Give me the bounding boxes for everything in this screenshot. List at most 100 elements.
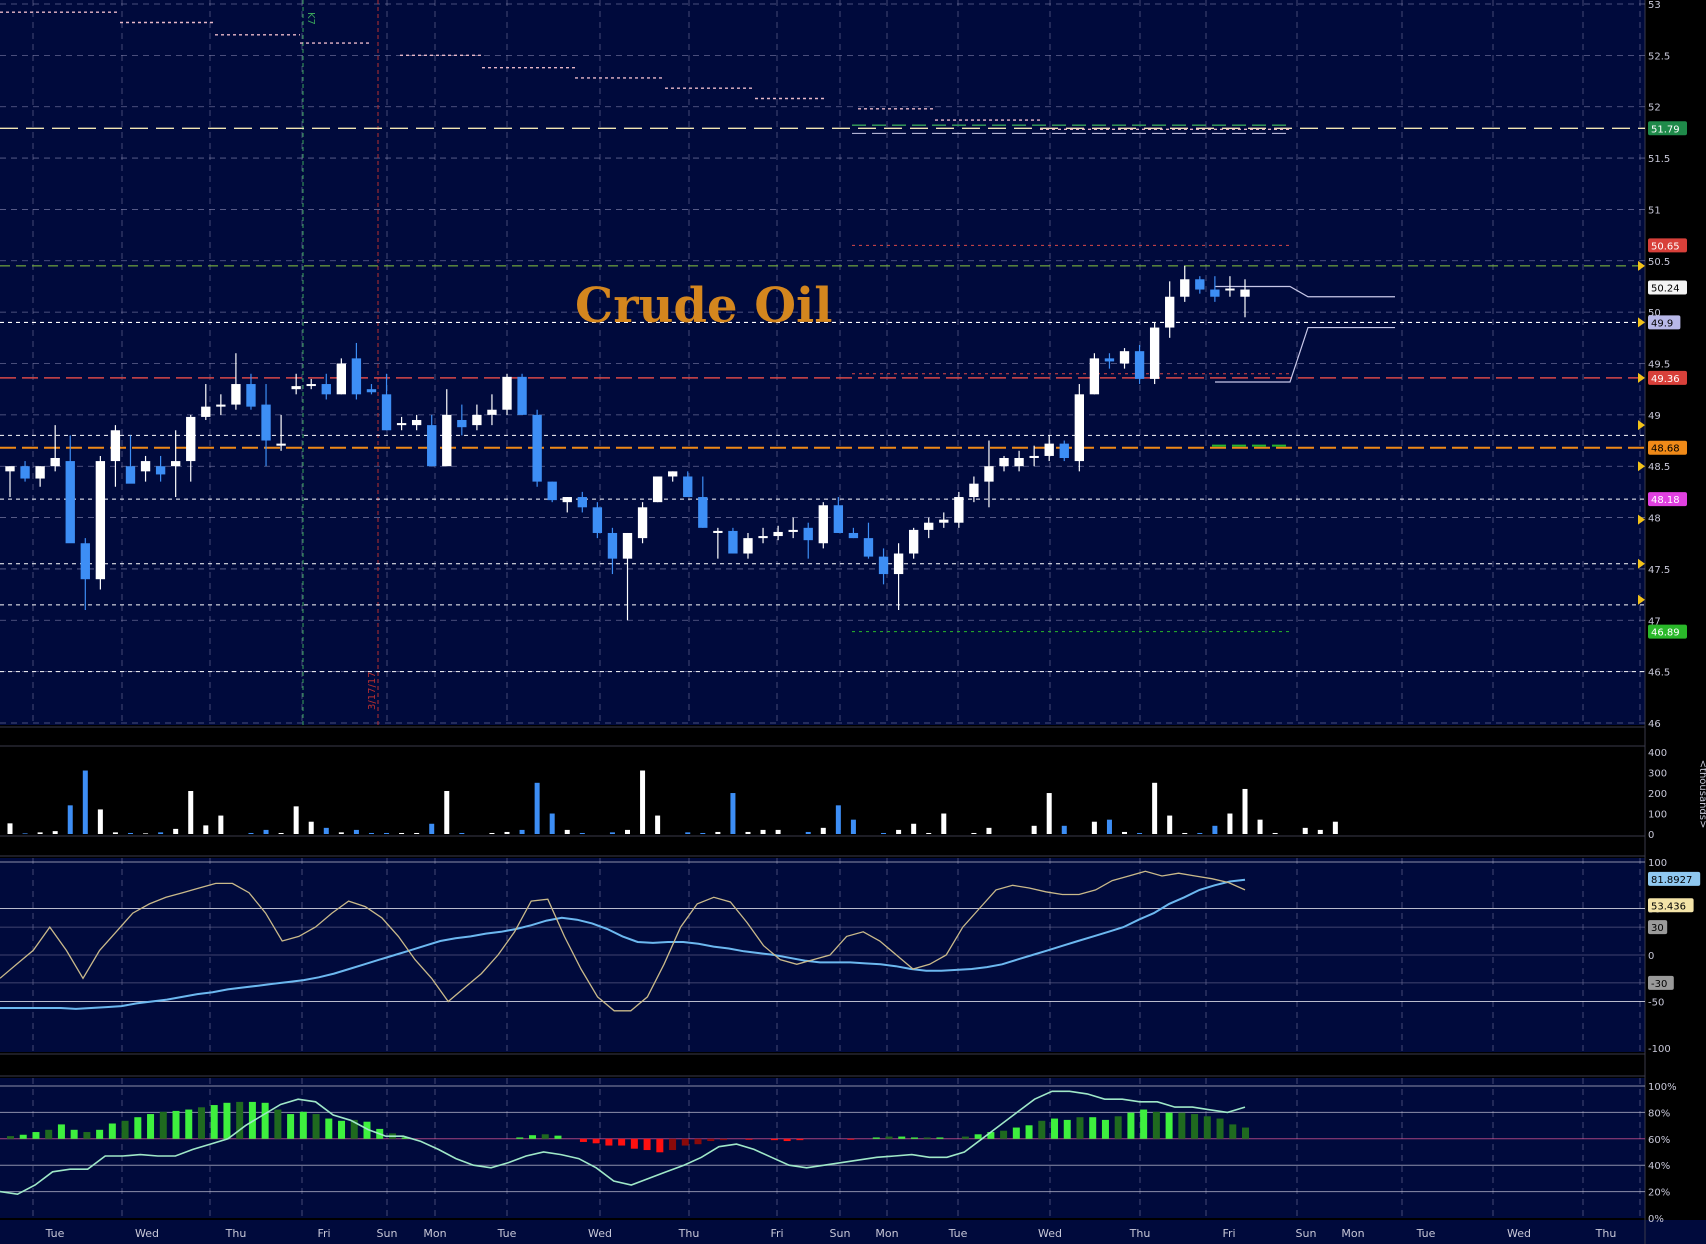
candle-body bbox=[1044, 443, 1054, 456]
stoch-tick-label: 0 bbox=[1648, 951, 1654, 962]
candle-body bbox=[924, 522, 934, 530]
value-badge bbox=[1648, 238, 1687, 253]
candle-body bbox=[140, 461, 151, 472]
candle-body bbox=[20, 466, 30, 479]
pct-hist-bar bbox=[274, 1109, 282, 1139]
candle-body bbox=[396, 423, 407, 426]
candle-body bbox=[186, 416, 196, 462]
candle-body bbox=[110, 430, 121, 462]
day-label: Mon bbox=[423, 1227, 446, 1240]
volume-bar bbox=[1061, 825, 1067, 834]
volume-tick-label: 0 bbox=[1648, 830, 1654, 841]
volume-bar bbox=[1242, 788, 1248, 834]
value-badge bbox=[1648, 624, 1687, 639]
volume-bar bbox=[504, 831, 510, 834]
value-badge bbox=[1648, 871, 1701, 886]
volume-bar bbox=[1212, 825, 1218, 834]
candle-body bbox=[622, 532, 633, 559]
day-label: Wed bbox=[1038, 1227, 1062, 1240]
volume-bar bbox=[127, 832, 133, 834]
pct-hist-bar bbox=[961, 1136, 969, 1139]
candle-body bbox=[5, 466, 15, 472]
volume-bar bbox=[489, 832, 495, 834]
volume-unit-label: <thousands> bbox=[1697, 760, 1706, 829]
candle-body bbox=[532, 414, 542, 482]
volume-bar bbox=[685, 832, 691, 834]
volume-bar bbox=[1197, 832, 1203, 834]
volume-bar bbox=[640, 770, 646, 834]
candle-body bbox=[291, 386, 301, 390]
pct-hist-bar bbox=[1140, 1109, 1148, 1139]
volume-bar bbox=[655, 815, 661, 834]
pct-hist-bar bbox=[45, 1129, 53, 1139]
pct-hist-bar bbox=[350, 1119, 358, 1139]
volume-bar bbox=[143, 833, 149, 834]
candle-body bbox=[472, 414, 482, 426]
pct-hist-bar bbox=[1178, 1112, 1186, 1139]
volume-bar bbox=[67, 805, 73, 834]
candle-body bbox=[668, 471, 678, 477]
candle-body bbox=[351, 358, 362, 395]
pct-hist-bar bbox=[541, 1134, 549, 1139]
price-tick-label: 49.5 bbox=[1648, 360, 1670, 371]
volume-bar bbox=[399, 832, 405, 834]
stoch-tick-label: 100 bbox=[1648, 858, 1667, 869]
candle-body bbox=[246, 384, 256, 407]
volume-bars bbox=[7, 770, 1338, 834]
volume-bar bbox=[805, 831, 811, 834]
day-label: Fri bbox=[770, 1227, 783, 1240]
volume-bar bbox=[730, 793, 736, 834]
support-resistance-levels bbox=[0, 11, 1645, 673]
pct-hist-bar bbox=[223, 1102, 231, 1139]
level-arrow-marker bbox=[1638, 260, 1645, 271]
price-tick-label: 50 bbox=[1648, 308, 1661, 319]
candle-body bbox=[1165, 296, 1175, 328]
candle-body bbox=[125, 466, 136, 484]
value-badge bbox=[1648, 315, 1681, 330]
day-label: Wed bbox=[588, 1227, 612, 1240]
volume-bar bbox=[444, 791, 450, 834]
candle-body bbox=[231, 384, 241, 405]
volume-bar bbox=[519, 829, 525, 834]
volume-bar bbox=[896, 829, 902, 834]
volume-tick-label: 100 bbox=[1648, 810, 1667, 821]
volume-bar bbox=[1332, 821, 1338, 834]
day-label: Mon bbox=[875, 1227, 898, 1240]
pct-hist-bar bbox=[1089, 1117, 1097, 1139]
volume-bar bbox=[579, 832, 585, 834]
volume-bar bbox=[7, 823, 13, 834]
pct-tick-label: 100% bbox=[1648, 1082, 1677, 1093]
day-label: Thu bbox=[1129, 1227, 1151, 1240]
pct-line bbox=[0, 1090, 1246, 1196]
volume-bar bbox=[368, 832, 374, 834]
pct-hist-bar bbox=[159, 1111, 167, 1139]
day-label: Sun bbox=[1296, 1227, 1317, 1240]
pct-hist-bar bbox=[707, 1138, 715, 1142]
candle-body bbox=[939, 519, 949, 523]
candle-body bbox=[863, 538, 874, 557]
pct-hist-bar bbox=[669, 1138, 677, 1151]
pct-hist-bar bbox=[1038, 1120, 1046, 1139]
day-label: Wed bbox=[135, 1227, 159, 1240]
volume-bar bbox=[1272, 832, 1278, 834]
volume-bar bbox=[715, 831, 721, 834]
pct-hist-bar bbox=[1203, 1116, 1211, 1139]
price-tick-label: 53 bbox=[1648, 0, 1661, 11]
volume-bar bbox=[1182, 832, 1188, 834]
candle-body bbox=[803, 527, 813, 541]
pct-hist-bar bbox=[745, 1138, 753, 1140]
candle-body bbox=[517, 376, 527, 415]
candle-body bbox=[833, 505, 844, 533]
volume-bar bbox=[218, 815, 224, 834]
candle-body bbox=[984, 466, 994, 482]
volume-bar bbox=[1167, 815, 1173, 834]
pct-hist-bar bbox=[643, 1138, 651, 1151]
candle-body bbox=[261, 404, 271, 441]
pct-pane bbox=[0, 1078, 1645, 1218]
candle-body bbox=[954, 497, 964, 523]
candle-body bbox=[577, 497, 587, 508]
value-badge bbox=[1648, 121, 1687, 136]
candle-body bbox=[50, 457, 60, 467]
candle-body bbox=[969, 483, 979, 498]
candle-body bbox=[878, 556, 889, 575]
